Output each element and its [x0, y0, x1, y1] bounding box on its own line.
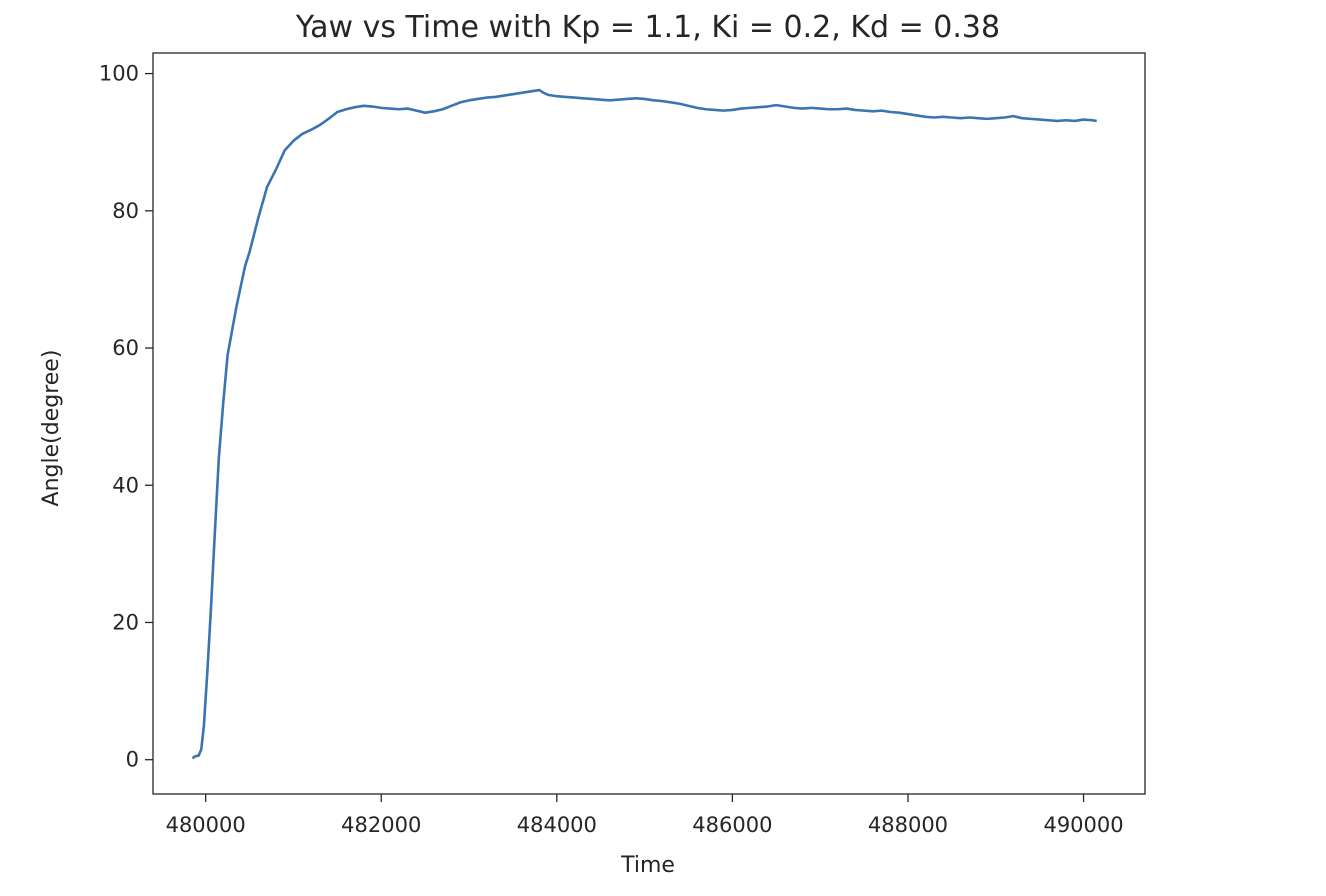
y-tick-label: 60	[112, 336, 139, 360]
y-tick-label: 40	[112, 473, 139, 497]
x-tick-label: 480000	[166, 813, 246, 837]
x-axis: 480000 482000 484000 486000 488000 490000	[166, 794, 1124, 837]
x-axis-label: Time	[620, 853, 675, 878]
y-tick-label: 100	[99, 62, 139, 86]
x-tick-label: 488000	[868, 813, 948, 837]
y-tick-label: 80	[112, 199, 139, 223]
plot-frame	[152, 52, 1146, 795]
series-layer	[191, 88, 1097, 760]
series-line-0	[191, 88, 1097, 760]
x-tick-label: 484000	[517, 813, 597, 837]
x-tick-label: 486000	[692, 813, 772, 837]
x-tick-label: 482000	[341, 813, 421, 837]
y-tick-label: 20	[112, 610, 139, 634]
y-axis: 0 20 40 60 80 100	[99, 62, 153, 772]
chart-title: Yaw vs Time with Kp = 1.1, Ki = 0.2, Kd …	[295, 10, 1000, 45]
y-tick-label: 0	[126, 748, 139, 772]
x-tick-label: 490000	[1043, 813, 1123, 837]
y-axis-label: Angle(degree)	[39, 350, 64, 507]
